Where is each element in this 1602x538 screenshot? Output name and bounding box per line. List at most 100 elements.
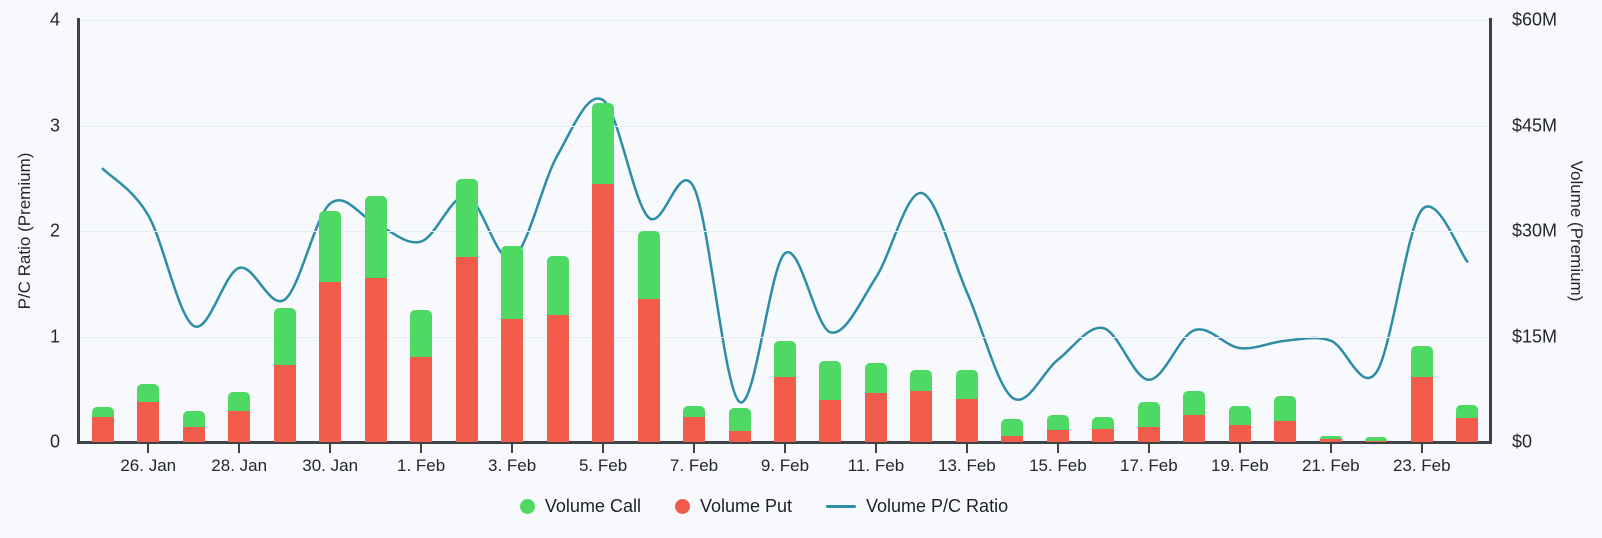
stacked-bar-5-feb[interactable] [592, 102, 615, 442]
legend-item-volume-put[interactable]: Volume Put [674, 496, 792, 517]
volume-call-segment[interactable] [774, 340, 796, 377]
stacked-bar-11-feb[interactable] [864, 363, 887, 442]
volume-call-segment[interactable] [501, 245, 524, 319]
stacked-bar-26-jan[interactable] [137, 383, 160, 442]
stacked-bar-25-jan[interactable] [91, 406, 114, 442]
stacked-bar-10-feb[interactable] [819, 361, 842, 442]
volume-call-segment[interactable] [728, 408, 751, 431]
stacked-bar-4-feb[interactable] [546, 256, 569, 442]
volume-put-segment[interactable] [864, 392, 887, 442]
volume-put-segment[interactable] [273, 364, 296, 442]
volume-call-segment[interactable] [1274, 395, 1297, 421]
legend-item-volume-p-c-ratio[interactable]: Volume P/C Ratio [826, 496, 1008, 517]
stacked-bar-12-feb[interactable] [910, 370, 933, 442]
volume-call-segment[interactable] [273, 308, 296, 365]
stacked-bar-22-feb[interactable] [1365, 437, 1388, 442]
volume-put-segment[interactable] [501, 318, 524, 442]
x-axis-tick-9-feb [784, 443, 786, 453]
stacked-bar-24-feb[interactable] [1456, 405, 1479, 442]
volume-call-segment[interactable] [1456, 405, 1479, 419]
volume-call-segment[interactable] [137, 383, 160, 402]
stacked-bar-9-feb[interactable] [774, 340, 796, 442]
stacked-bar-8-feb[interactable] [728, 408, 751, 442]
stacked-bar-17-feb[interactable] [1137, 401, 1160, 442]
volume-put-segment[interactable] [910, 390, 933, 442]
chart-legend: Volume Call Volume Put Volume P/C Ratio [0, 496, 1602, 517]
volume-call-segment[interactable] [637, 231, 660, 300]
volume-call-segment[interactable] [364, 195, 387, 279]
volume-put-segment[interactable] [1092, 429, 1115, 442]
stacked-bar-28-jan[interactable] [228, 392, 251, 442]
stacked-bar-31-jan[interactable] [364, 195, 387, 442]
volume-call-segment[interactable] [91, 406, 114, 418]
volume-call-segment[interactable] [1183, 391, 1206, 416]
volume-call-segment[interactable] [182, 411, 205, 427]
volume-put-segment[interactable] [1319, 439, 1342, 442]
volume-put-segment[interactable] [1274, 420, 1297, 442]
volume-put-segment[interactable] [91, 417, 114, 442]
stacked-bar-3-feb[interactable] [501, 245, 524, 442]
volume-call-segment[interactable] [1410, 345, 1433, 377]
volume-call-segment[interactable] [910, 370, 933, 391]
volume-call-segment[interactable] [410, 310, 433, 357]
volume-put-segment[interactable] [182, 426, 205, 442]
volume-put-segment[interactable] [1046, 430, 1069, 442]
stacked-bar-20-feb[interactable] [1274, 395, 1297, 442]
volume-put-segment[interactable] [319, 282, 342, 442]
stacked-bar-2-feb[interactable] [455, 178, 478, 442]
stacked-bar-15-feb[interactable] [1046, 415, 1069, 442]
stacked-bar-27-jan[interactable] [182, 411, 205, 442]
stacked-bar-7-feb[interactable] [683, 406, 706, 442]
stacked-bar-29-jan[interactable] [273, 308, 296, 442]
stacked-bar-14-feb[interactable] [1001, 418, 1024, 442]
volume-call-segment[interactable] [1001, 418, 1024, 436]
volume-call-segment[interactable] [1046, 415, 1069, 431]
volume-put-segment[interactable] [1137, 426, 1160, 442]
legend-item-volume-call[interactable]: Volume Call [519, 496, 641, 517]
volume-call-segment[interactable] [1092, 417, 1115, 430]
volume-put-segment[interactable] [774, 376, 796, 442]
volume-call-segment[interactable] [955, 369, 978, 400]
volume-put-segment[interactable] [637, 299, 660, 442]
x-axis-label-19-feb: 19. Feb [1211, 456, 1269, 475]
stacked-bar-6-feb[interactable] [637, 231, 660, 442]
volume-put-segment[interactable] [1228, 425, 1251, 442]
volume-call-segment[interactable] [1137, 401, 1160, 427]
volume-put-segment[interactable] [819, 400, 842, 442]
volume-put-segment[interactable] [1456, 418, 1479, 442]
volume-put-segment[interactable] [1410, 376, 1433, 442]
volume-put-segment[interactable] [546, 315, 569, 442]
stacked-bar-30-jan[interactable] [319, 210, 342, 442]
volume-put-segment[interactable] [1001, 435, 1024, 442]
stacked-bar-23-feb[interactable] [1410, 345, 1433, 442]
volume-put-segment[interactable] [1365, 440, 1388, 442]
volume-put-segment[interactable] [592, 183, 615, 442]
volume-put-segment[interactable] [683, 417, 706, 442]
volume-put-segment[interactable] [728, 430, 751, 442]
volume-call-segment[interactable] [1319, 435, 1342, 440]
stacked-bar-19-feb[interactable] [1228, 406, 1251, 442]
volume-call-segment[interactable] [319, 210, 342, 283]
volume-call-segment[interactable] [1365, 437, 1388, 441]
volume-call-segment[interactable] [228, 392, 251, 412]
volume-call-segment[interactable] [592, 102, 615, 184]
stacked-bar-21-feb[interactable] [1319, 435, 1342, 442]
volume-put-segment[interactable] [137, 401, 160, 442]
stacked-bar-18-feb[interactable] [1183, 391, 1206, 442]
legend-label: Volume P/C Ratio [866, 496, 1009, 516]
volume-put-segment[interactable] [1183, 415, 1206, 442]
stacked-bar-1-feb[interactable] [410, 310, 433, 442]
stacked-bar-13-feb[interactable] [955, 369, 978, 442]
volume-put-segment[interactable] [455, 257, 478, 442]
volume-put-segment[interactable] [955, 399, 978, 442]
volume-call-segment[interactable] [683, 406, 706, 418]
volume-call-segment[interactable] [546, 256, 569, 316]
volume-call-segment[interactable] [819, 361, 842, 401]
volume-call-segment[interactable] [455, 178, 478, 258]
volume-put-segment[interactable] [364, 278, 387, 442]
volume-put-segment[interactable] [228, 411, 251, 442]
stacked-bar-16-feb[interactable] [1092, 417, 1115, 442]
volume-put-segment[interactable] [410, 356, 433, 442]
volume-call-segment[interactable] [1228, 406, 1251, 426]
volume-call-segment[interactable] [864, 363, 887, 393]
